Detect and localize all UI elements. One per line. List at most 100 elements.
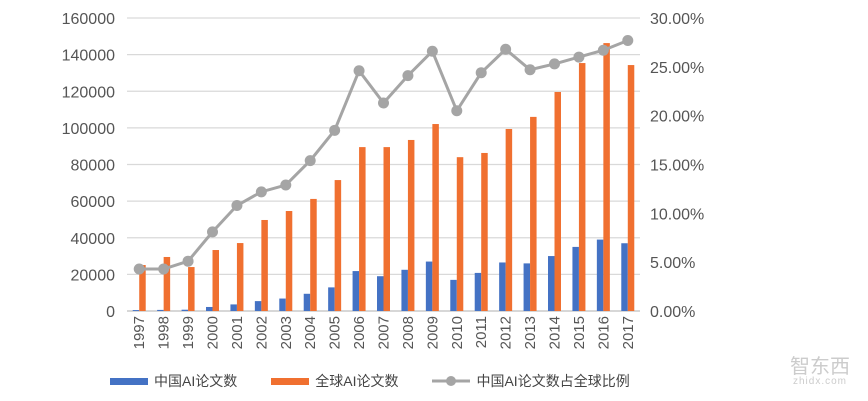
- bar-china: [425, 261, 433, 311]
- ratio-point: [353, 65, 365, 77]
- bar-china: [352, 271, 360, 311]
- bar-china: [621, 243, 628, 311]
- ratio-point: [549, 58, 560, 70]
- right-tick-label: 30.00%: [650, 11, 704, 28]
- bar-china: [499, 262, 506, 311]
- bar-china: [548, 256, 555, 311]
- x-tick-label: 2002: [253, 316, 270, 349]
- bar-china: [303, 293, 311, 311]
- left-tick-label: 140000: [62, 48, 115, 65]
- ratio-point: [182, 255, 194, 267]
- legend-label: 全球AI论文数: [315, 373, 399, 389]
- bar-china: [596, 239, 604, 311]
- ratio-point: [255, 186, 267, 198]
- x-tick-label: 2016: [595, 316, 612, 349]
- x-tick-label: 1998: [156, 316, 173, 349]
- left-tick-label: 100000: [62, 121, 115, 138]
- legend-swatch: [271, 377, 310, 385]
- ratio-point: [133, 263, 145, 275]
- ratio-point: [524, 64, 536, 76]
- x-tick-label: 2015: [571, 316, 588, 349]
- bar-china: [206, 306, 213, 311]
- bar-global: [261, 219, 268, 311]
- legend-label: 中国AI论文数占全球比例: [476, 373, 630, 389]
- x-tick-label: 2008: [400, 316, 417, 349]
- left-tick-label: 20000: [71, 267, 116, 284]
- watermark-text: 智东西: [790, 356, 850, 378]
- x-tick-label: 2003: [278, 316, 295, 349]
- x-tick-label: 2013: [522, 316, 539, 349]
- right-tick-label: 25.00%: [650, 60, 704, 77]
- left-tick-label: 0: [106, 304, 115, 321]
- x-tick-label: 2009: [424, 316, 441, 349]
- watermark-logo: 智东西 zhidx.com: [790, 357, 850, 387]
- bar-global: [359, 147, 366, 311]
- right-tick-label: 15.00%: [650, 158, 704, 175]
- x-tick-label: 1999: [180, 316, 197, 349]
- ratio-point: [304, 155, 316, 167]
- x-tick-label: 2017: [620, 316, 637, 349]
- x-tick-label: 2011: [473, 316, 490, 348]
- bar-global: [578, 63, 586, 311]
- x-tick-label: 1997: [131, 316, 148, 349]
- bar-global: [481, 152, 488, 311]
- bar-global: [530, 116, 537, 311]
- x-tick-label: 2001: [229, 316, 246, 349]
- bar-global: [285, 211, 293, 311]
- bar-china: [523, 263, 531, 311]
- ratio-point: [329, 124, 341, 136]
- x-tick-label: 2004: [302, 316, 319, 349]
- bar-global: [188, 267, 195, 311]
- bar-global: [139, 265, 146, 311]
- bar-global: [212, 250, 219, 311]
- bar-global: [236, 243, 244, 311]
- bar-china: [401, 269, 408, 311]
- left-tick-label: 160000: [62, 11, 115, 28]
- legend: 中国AI论文数 全球AI论文数 中国AI论文数占全球比例: [110, 371, 630, 391]
- x-tick-label: 2006: [351, 316, 368, 349]
- right-tick-label: 0.00%: [650, 304, 695, 321]
- bar-china: [450, 279, 457, 311]
- x-tick-label: 2014: [547, 316, 564, 349]
- legend-item-ratio: 中国AI论文数占全球比例: [432, 371, 630, 391]
- right-tick-label: 5.00%: [650, 255, 695, 272]
- bar-global: [334, 180, 342, 311]
- bar-china: [377, 276, 384, 311]
- ratio-point: [500, 43, 512, 55]
- x-tick-label: 2007: [376, 316, 393, 349]
- bar-global: [627, 65, 635, 311]
- ratio-point: [622, 34, 634, 46]
- right-tick-label: 20.00%: [650, 109, 704, 126]
- legend-label: 中国AI论文数: [154, 373, 238, 389]
- left-tick-label: 60000: [71, 194, 116, 211]
- bar-china: [132, 310, 140, 311]
- ratio-point: [280, 179, 292, 191]
- ratio-point: [426, 45, 438, 57]
- left-tick-label: 120000: [62, 84, 115, 101]
- legend-line-marker: [432, 376, 471, 386]
- x-tick-label: 2012: [498, 316, 515, 349]
- bar-china: [181, 309, 189, 311]
- bar-china: [572, 246, 579, 311]
- right-tick-label: 10.00%: [650, 206, 704, 223]
- combo-chart: 0 20000 40000 60000 80000 100000 120000 140000 1…: [62, 11, 705, 349]
- ratio-point: [158, 263, 170, 275]
- legend-item-global: 全球AI论文数: [271, 371, 398, 391]
- bar-global: [310, 198, 317, 311]
- bar-global: [407, 139, 415, 311]
- bar-global: [505, 128, 513, 311]
- watermark-sub: zhidx.com: [792, 376, 847, 387]
- x-tick-label: 2000: [205, 316, 222, 349]
- ratio-point: [475, 67, 487, 79]
- bar-china: [157, 309, 164, 311]
- ratio-point: [597, 44, 609, 56]
- left-tick-label: 40000: [71, 231, 116, 248]
- ratio-point: [402, 70, 414, 82]
- bar-china: [279, 298, 286, 311]
- bar-china: [328, 287, 335, 311]
- ratio-point: [451, 105, 463, 117]
- ratio-point: [207, 226, 218, 238]
- bar-global: [456, 157, 464, 311]
- x-tick-label: 2010: [449, 316, 466, 349]
